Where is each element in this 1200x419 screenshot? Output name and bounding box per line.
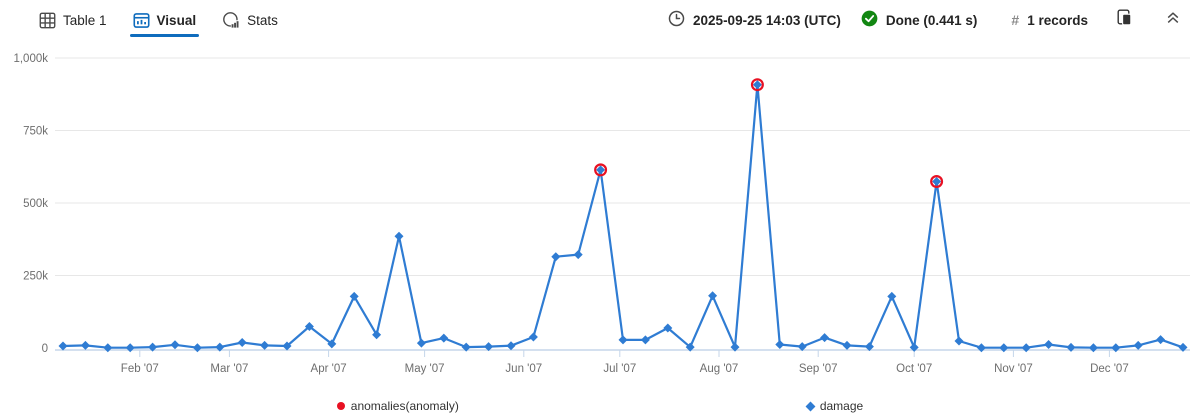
svg-text:Mar '07: Mar '07	[210, 363, 248, 375]
copy-icon	[1116, 8, 1134, 32]
damage-markers[interactable]	[58, 80, 1188, 353]
record-count: # 1 records	[1011, 12, 1088, 28]
legend-item-damage[interactable]: damage	[805, 399, 864, 413]
tab-table-1-label: Table 1	[63, 12, 107, 28]
double-chevron-up-icon	[1165, 10, 1181, 31]
collapse-pane-button[interactable]	[1160, 7, 1186, 33]
tab-visual[interactable]: Visual	[129, 0, 200, 40]
clock-icon	[668, 10, 685, 30]
query-status-text: Done (0.441 s)	[885, 12, 978, 28]
svg-text:Nov '07: Nov '07	[994, 363, 1033, 375]
svg-text:Feb '07: Feb '07	[121, 363, 159, 375]
results-toolbar: Table 1 Visual	[0, 0, 1200, 40]
svg-text:1,000k: 1,000k	[13, 53, 48, 65]
legend-anomalies-label: anomalies(anomaly)	[350, 399, 459, 413]
record-count-text: 1 records	[1027, 12, 1088, 28]
x-axis-labels: Feb '07 Mar '07 Apr '07 May '07 Jun '07 Jul '…	[121, 350, 1129, 375]
svg-text:750k: 750k	[23, 126, 48, 138]
tab-bar: Table 1 Visual	[36, 0, 281, 40]
hash-icon: #	[1011, 12, 1020, 28]
svg-text:0: 0	[42, 343, 48, 355]
anomaly-circle-marker-icon	[336, 402, 345, 410]
legend-damage-label: damage	[819, 399, 864, 413]
query-status: Done (0.441 s)	[861, 10, 978, 30]
svg-text:Apr '07: Apr '07	[311, 363, 347, 375]
tab-stats[interactable]: Stats	[219, 0, 281, 40]
query-timestamp: 2025-09-25 14:03 (UTC)	[668, 10, 841, 30]
svg-text:Sep '07: Sep '07	[799, 363, 838, 375]
tab-visual-label: Visual	[156, 12, 197, 28]
svg-text:Oct '07: Oct '07	[896, 363, 932, 375]
done-check-icon	[861, 10, 878, 30]
chart-legend: anomalies(anomaly) damage	[0, 396, 1200, 416]
y-axis-labels: 0 250k 500k 750k 1,000k	[13, 53, 48, 355]
damage-diamond-marker-icon	[805, 401, 816, 411]
gridlines	[55, 57, 1190, 276]
damage-line[interactable]	[61, 83, 1185, 349]
svg-text:May '07: May '07	[405, 363, 445, 375]
chart-area: 0 250k 500k 750k 1,000k Feb '07 Mar '07 Apr '07…	[0, 40, 1200, 385]
stats-pie-icon	[222, 11, 240, 29]
tab-stats-label: Stats	[247, 12, 278, 28]
svg-text:Dec '07: Dec '07	[1090, 363, 1129, 375]
table-grid-icon	[39, 12, 56, 29]
svg-text:500k: 500k	[23, 198, 48, 210]
copy-results-button[interactable]	[1112, 7, 1138, 33]
svg-text:250k: 250k	[23, 271, 48, 283]
visual-chart-icon	[133, 12, 150, 29]
svg-text:Jul '07: Jul '07	[603, 363, 636, 375]
query-timestamp-text: 2025-09-25 14:03 (UTC)	[693, 12, 841, 28]
svg-text:Aug '07: Aug '07	[700, 363, 739, 375]
legend-item-anomalies[interactable]: anomalies(anomaly)	[336, 399, 459, 413]
svg-text:Jun '07: Jun '07	[505, 363, 542, 375]
visual-chart[interactable]: 0 250k 500k 750k 1,000k Feb '07 Mar '07 Apr '07…	[0, 40, 1200, 385]
status-bar: 2025-09-25 14:03 (UTC) Done (0.441 s) # …	[668, 7, 1186, 33]
anomaly-markers[interactable]	[594, 78, 944, 189]
tab-table-1[interactable]: Table 1	[36, 0, 110, 40]
